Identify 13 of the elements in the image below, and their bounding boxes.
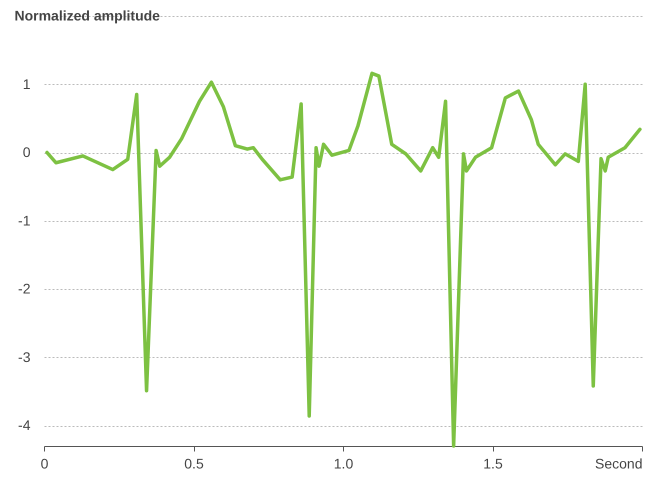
x-tick-label: 1.5 bbox=[483, 456, 503, 472]
y-axis-title: Normalized amplitude bbox=[14, 8, 160, 24]
x-tick-label: 0.5 bbox=[184, 456, 204, 472]
x-tick-label: 0 bbox=[40, 456, 49, 472]
x-tick-label: 1.0 bbox=[334, 456, 354, 472]
y-tick-label: -4 bbox=[18, 417, 31, 434]
y-tick-label: -2 bbox=[18, 280, 31, 297]
y-tick-label: 1 bbox=[22, 76, 31, 92]
y-tick-label: 0 bbox=[22, 144, 31, 160]
x-tick-label: Second bbox=[595, 456, 642, 472]
y-tick-label: -1 bbox=[18, 212, 31, 228]
y-tick-label: -3 bbox=[18, 348, 31, 365]
line-series bbox=[45, 72, 642, 448]
